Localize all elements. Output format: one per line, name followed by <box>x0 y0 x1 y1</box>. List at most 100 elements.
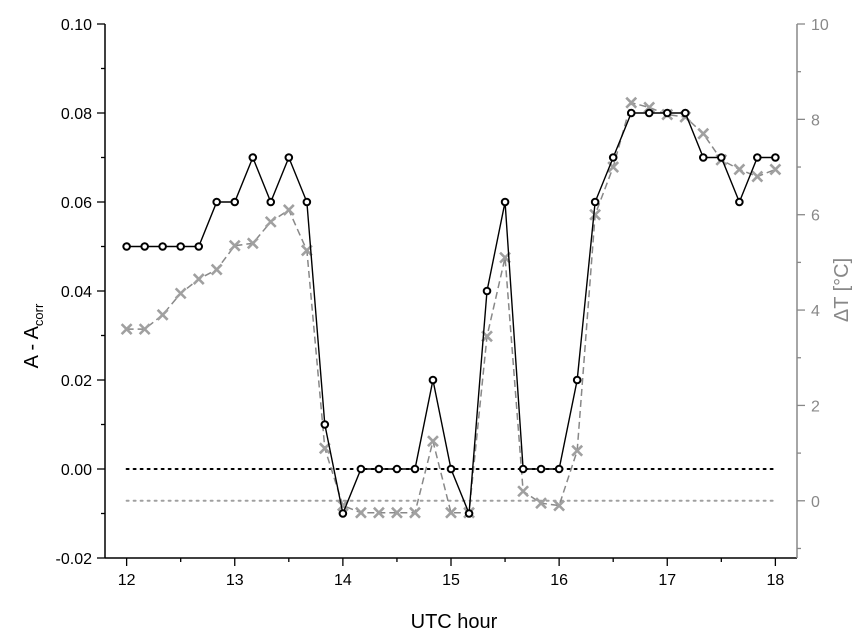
series-a-point <box>608 153 618 162</box>
series-a-point <box>753 153 762 162</box>
series-delta-t-point <box>553 499 566 512</box>
series-a-point <box>536 464 546 474</box>
series-a-point <box>572 375 582 385</box>
series-a-point <box>212 197 221 207</box>
series-delta-t-point <box>751 170 764 183</box>
series-a-point <box>717 153 726 162</box>
series-delta-t-point <box>391 506 403 519</box>
series-delta-t-point <box>372 506 385 519</box>
right-y-tick-label: 8 <box>811 112 820 129</box>
x-tick-label: 14 <box>334 572 352 589</box>
x-axis-ticks: 12 13 14 15 16 17 18 <box>118 558 784 589</box>
series-a-point <box>410 464 420 474</box>
x-tick-label: 12 <box>118 572 136 589</box>
series-a-point <box>248 153 258 162</box>
series-delta-t-point <box>625 96 638 109</box>
series-delta-t-point <box>228 239 241 252</box>
series-a-point <box>392 464 402 474</box>
series-delta-t-point <box>138 323 151 336</box>
right-y-tick-label: 10 <box>811 17 829 34</box>
x-tick-label: 18 <box>766 572 784 589</box>
series-a-point <box>428 375 438 385</box>
series-a-point <box>302 197 312 207</box>
series-delta-t-point <box>246 237 259 250</box>
right-y-tick-label: 2 <box>811 398 820 415</box>
x-axis-title: UTC hour <box>411 611 498 633</box>
series-delta-t-point <box>318 442 331 455</box>
series-delta-t-point <box>607 161 620 173</box>
series-delta-t-point <box>120 323 133 336</box>
series-a-point <box>698 153 708 162</box>
plot-frame <box>104 24 798 559</box>
x-tick-label: 16 <box>550 572 568 589</box>
series-a-point <box>771 153 780 162</box>
series-a-point <box>735 197 744 207</box>
series-delta-t-point <box>355 506 367 519</box>
series-a-point <box>374 464 384 474</box>
reference-lines <box>125 468 777 502</box>
series-a-point <box>176 242 185 251</box>
series-a-point <box>230 197 240 207</box>
series-a-point <box>320 420 330 429</box>
series-a-point <box>158 242 167 251</box>
series-a-line <box>126 112 776 516</box>
series-a-point <box>356 464 366 474</box>
series-a-point <box>284 153 294 162</box>
left-y-tick-label: 0.02 <box>61 373 92 390</box>
series-a-point <box>140 242 149 251</box>
series-delta-t-point <box>409 506 421 519</box>
x-tick-label: 15 <box>442 572 460 589</box>
series-delta-t-point <box>336 499 349 512</box>
left-y-tick-label: 0.06 <box>61 195 92 212</box>
left-y-axis-title: A - Acorr <box>21 303 46 368</box>
series-a-point <box>518 464 528 474</box>
series-a-point <box>338 509 348 518</box>
series-a-point <box>554 464 564 474</box>
series-delta-t-point <box>156 308 169 321</box>
series-delta-t <box>120 96 782 519</box>
series-a-point <box>464 509 474 518</box>
left-y-tick-label: 0.04 <box>61 284 92 301</box>
left-y-tick-label: -0.02 <box>56 551 93 568</box>
series-a-point <box>482 286 492 296</box>
series-a-point <box>644 108 654 118</box>
left-y-tick-label: 0.10 <box>61 17 92 34</box>
series-delta-t-point <box>264 215 277 228</box>
left-y-tick-label: 0.00 <box>61 462 92 479</box>
series-a-point <box>662 108 672 118</box>
left-y-axis-ticks: -0.02 0.00 0.02 0.04 0.06 0.08 0.10 <box>56 17 105 568</box>
series-delta-t-point <box>535 497 547 510</box>
series-a-point <box>681 108 690 118</box>
series-delta-t-point <box>571 444 584 457</box>
series-a-point <box>626 108 636 118</box>
series-delta-t-point <box>427 435 439 448</box>
series-a-minus-acorr <box>122 108 780 518</box>
series-delta-t-point <box>174 287 187 300</box>
series-delta-t-line <box>126 101 776 514</box>
series-delta-t-point <box>282 204 295 216</box>
series-a-point <box>194 242 204 251</box>
series-delta-t-point <box>589 208 602 221</box>
right-y-tick-label: 4 <box>811 303 820 320</box>
x-tick-label: 17 <box>658 572 676 589</box>
series-delta-t-point <box>769 163 782 176</box>
right-y-tick-label: 0 <box>811 494 820 511</box>
series-delta-t-point <box>733 163 746 176</box>
x-tick-label: 13 <box>226 572 244 589</box>
series-delta-t-point <box>517 485 530 498</box>
series-delta-t-point <box>210 263 223 276</box>
series-a-point <box>446 464 456 474</box>
series-a-point <box>266 197 276 207</box>
series-delta-t-point <box>192 273 205 285</box>
right-y-axis-ticks: 0 2 4 6 8 10 <box>797 17 829 550</box>
series-a-point <box>500 197 510 207</box>
left-y-axis-title-subscript: corr <box>31 303 46 326</box>
right-y-axis-title: ΔT [°C] <box>831 258 853 322</box>
series-delta-t-point <box>445 506 457 519</box>
series-delta-t-point <box>697 127 710 140</box>
right-y-tick-label: 6 <box>811 208 820 225</box>
left-y-tick-label: 0.08 <box>61 106 92 123</box>
series-a-point <box>590 197 600 207</box>
left-y-axis-title-main: A - A <box>21 325 43 368</box>
